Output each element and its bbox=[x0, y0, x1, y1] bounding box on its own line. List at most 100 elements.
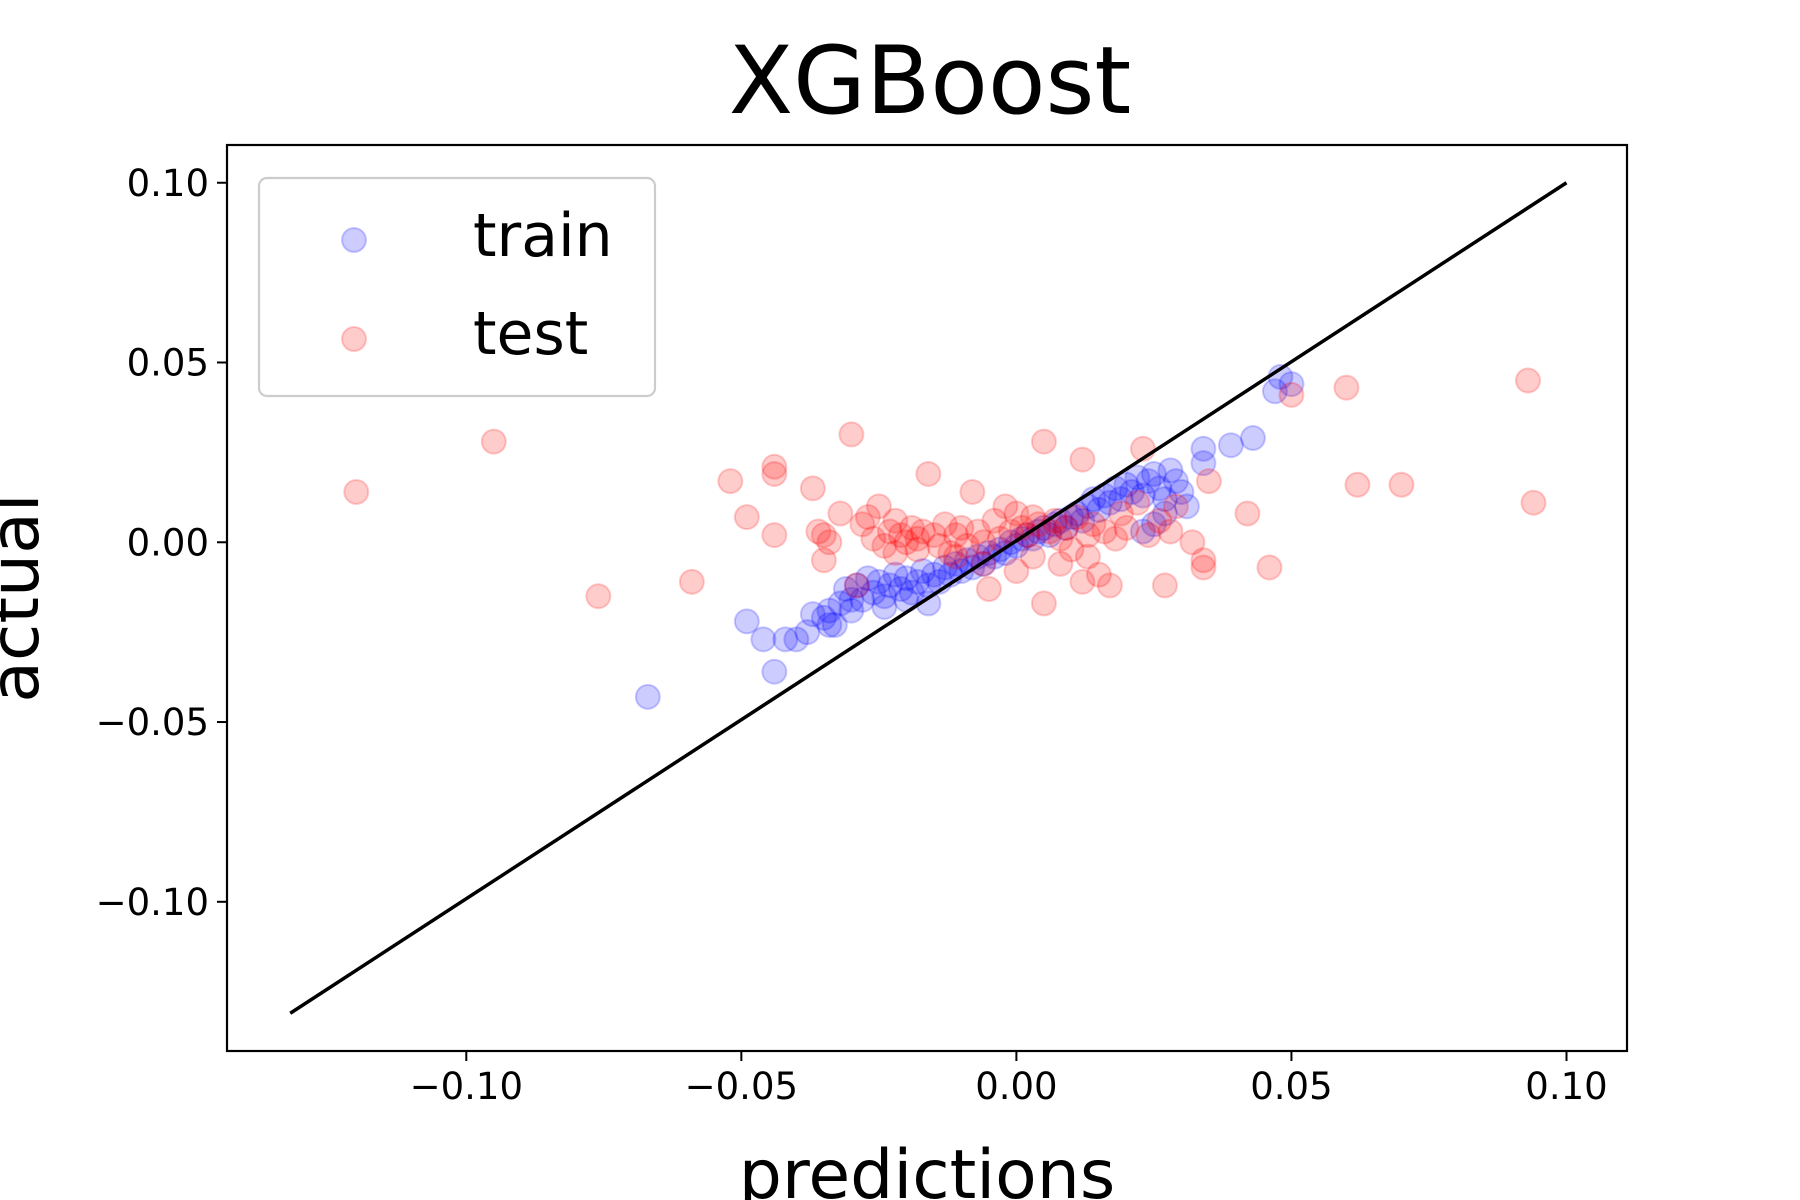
test-point bbox=[849, 511, 876, 538]
test-point bbox=[882, 507, 909, 534]
test-point bbox=[761, 522, 788, 549]
train-point bbox=[1157, 457, 1184, 484]
train-point bbox=[1113, 471, 1140, 498]
test-point bbox=[1190, 554, 1217, 581]
test-point bbox=[761, 453, 788, 480]
test-point bbox=[1333, 374, 1360, 401]
train-point bbox=[1190, 450, 1217, 477]
test-point bbox=[882, 540, 909, 567]
y-tick-label: −0.10 bbox=[96, 881, 209, 924]
train-point bbox=[838, 597, 865, 624]
legend-marker-test bbox=[341, 326, 367, 352]
train-point bbox=[893, 565, 920, 592]
test-point bbox=[1080, 511, 1107, 538]
test-point bbox=[1195, 468, 1222, 495]
test-point bbox=[1052, 514, 1079, 541]
identity-line bbox=[289, 181, 1568, 1015]
train-point bbox=[821, 611, 848, 638]
train-point bbox=[816, 611, 843, 638]
test-point bbox=[992, 493, 1019, 520]
train-point bbox=[920, 561, 947, 588]
train-point bbox=[909, 558, 936, 585]
test-point bbox=[1344, 471, 1371, 498]
test-point bbox=[915, 460, 942, 487]
test-point bbox=[1278, 381, 1305, 408]
train-point bbox=[948, 558, 975, 585]
x-tick-label: 0.00 bbox=[975, 1065, 1057, 1108]
train-point bbox=[843, 572, 870, 599]
train-point bbox=[783, 626, 810, 653]
test-point bbox=[959, 478, 986, 505]
test-point bbox=[343, 478, 370, 505]
test-point bbox=[799, 475, 826, 502]
test-point bbox=[1514, 367, 1541, 394]
train-point bbox=[882, 561, 909, 588]
test-point bbox=[1041, 507, 1068, 534]
test-point bbox=[1520, 489, 1547, 516]
train-point bbox=[876, 572, 903, 599]
train-point bbox=[1239, 425, 1266, 452]
test-point bbox=[717, 468, 744, 495]
legend-frame bbox=[257, 176, 657, 398]
test-point bbox=[920, 522, 947, 549]
test-point bbox=[678, 568, 705, 595]
test-point bbox=[1096, 572, 1123, 599]
test-point bbox=[843, 572, 870, 599]
train-point bbox=[1173, 493, 1200, 520]
test-point bbox=[981, 507, 1008, 534]
train-point bbox=[904, 568, 931, 595]
train-point bbox=[887, 576, 914, 603]
train-point bbox=[992, 540, 1019, 567]
train-point bbox=[1278, 371, 1305, 398]
train-point bbox=[1052, 514, 1079, 541]
test-point bbox=[1063, 504, 1090, 531]
test-point bbox=[1113, 514, 1140, 541]
test-point bbox=[761, 460, 788, 487]
test-point bbox=[1091, 518, 1118, 545]
test-point bbox=[1102, 525, 1129, 552]
test-point bbox=[1124, 489, 1151, 516]
legend-label-train: train bbox=[473, 201, 613, 271]
test-point bbox=[1074, 522, 1101, 549]
legend-marker-train bbox=[341, 227, 367, 253]
x-tick-label: −0.05 bbox=[685, 1065, 798, 1108]
x-axis-label: predictions bbox=[739, 1136, 1116, 1200]
test-point bbox=[970, 529, 997, 556]
test-point bbox=[805, 518, 832, 545]
train-point bbox=[1096, 489, 1123, 516]
test-point bbox=[893, 529, 920, 556]
test-point bbox=[865, 493, 892, 520]
train-point bbox=[1217, 432, 1244, 459]
train-point bbox=[898, 579, 925, 606]
y-tick-label: 0.00 bbox=[127, 521, 209, 564]
train-point bbox=[849, 586, 876, 613]
test-point bbox=[816, 529, 843, 556]
train-point bbox=[794, 619, 821, 646]
train-point bbox=[1129, 482, 1156, 509]
train-point bbox=[942, 550, 969, 577]
train-point bbox=[799, 601, 826, 628]
test-point bbox=[1256, 554, 1283, 581]
train-point bbox=[634, 683, 661, 710]
test-point bbox=[1069, 446, 1096, 473]
train-point bbox=[1135, 468, 1162, 495]
train-point bbox=[750, 626, 777, 653]
test-point bbox=[1003, 558, 1030, 585]
train-point bbox=[860, 579, 887, 606]
test-point bbox=[1030, 428, 1057, 455]
test-point bbox=[1030, 590, 1057, 617]
train-point bbox=[871, 593, 898, 620]
train-point bbox=[1168, 478, 1195, 505]
train-point bbox=[832, 576, 859, 603]
test-point bbox=[585, 583, 612, 610]
train-point bbox=[854, 565, 881, 592]
test-point bbox=[975, 576, 1002, 603]
test-point bbox=[1019, 543, 1046, 570]
test-point bbox=[1179, 529, 1206, 556]
train-point bbox=[761, 658, 788, 685]
test-point bbox=[1135, 522, 1162, 549]
train-point bbox=[810, 604, 837, 631]
test-point bbox=[1074, 543, 1101, 570]
test-point bbox=[887, 522, 914, 549]
